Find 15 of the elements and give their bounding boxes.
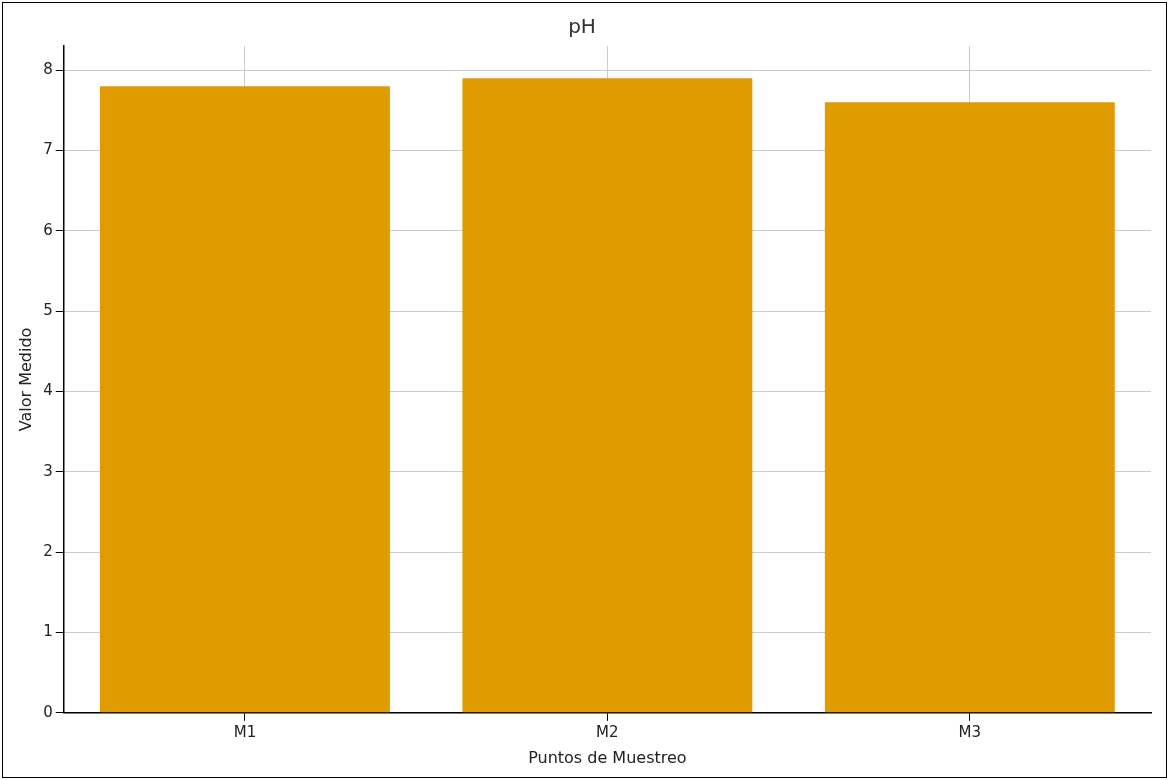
y-tick-label: 4 bbox=[43, 381, 53, 400]
x-tick-label: M1 bbox=[233, 722, 257, 741]
y-tick-label: 0 bbox=[43, 702, 53, 721]
x-axis-title: Puntos de Muestreo bbox=[528, 747, 687, 767]
y-tick-label: 3 bbox=[43, 461, 53, 480]
chart-title: pH bbox=[568, 14, 596, 39]
y-tick-label: 7 bbox=[43, 140, 53, 159]
y-tick-label: 6 bbox=[43, 220, 53, 239]
y-tick-label: 2 bbox=[43, 542, 53, 561]
y-tick-label: 5 bbox=[43, 301, 53, 319]
y-axis-title: Valor Medido bbox=[15, 327, 35, 432]
y-tick-label: 8 bbox=[43, 59, 53, 78]
x-tick-label: M3 bbox=[958, 722, 982, 741]
x-tick-label: M2 bbox=[596, 722, 619, 741]
y-tick-label: 1 bbox=[43, 622, 53, 641]
